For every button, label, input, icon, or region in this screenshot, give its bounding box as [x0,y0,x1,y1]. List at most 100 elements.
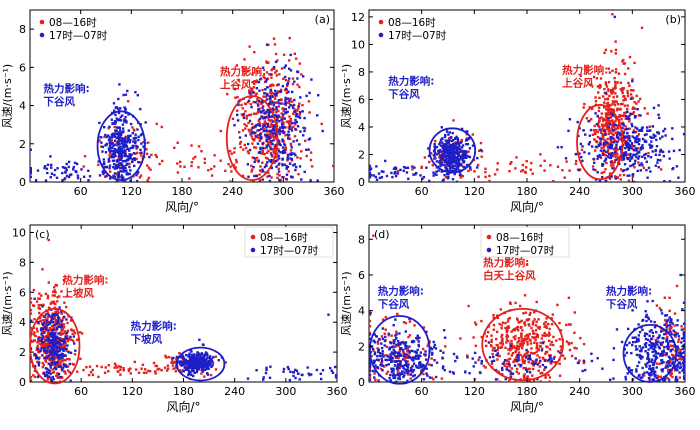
data-point-day [258,121,261,124]
data-point-day [531,323,535,326]
data-point-day [428,363,431,366]
data-point-day [605,121,608,125]
data-point-day [626,94,630,98]
data-point-day [623,72,627,76]
data-point-night [246,142,250,146]
data-point-night [662,154,666,158]
data-point-day [37,304,41,307]
y-axis-label: 风速/(m·s⁻¹) [1,64,14,128]
data-point-day [621,91,624,94]
data-point-night [376,366,379,369]
data-point-night [47,369,51,372]
data-point-night [643,133,647,137]
data-point-night [398,377,402,381]
data-point-day [109,155,112,159]
data-point-night [261,99,264,103]
data-point-night [247,99,251,102]
data-point-day [520,336,523,339]
data-point-day [250,170,253,173]
data-point-night [53,334,56,337]
data-point-night [44,325,47,329]
scatter-points [369,13,685,182]
data-point-night [682,334,685,337]
data-point-night [284,108,287,111]
data-point-day [525,166,528,169]
data-point-night [211,364,214,367]
data-point-night [43,165,47,168]
data-point-night [654,134,657,138]
data-point-day [474,344,477,347]
data-point-day [38,317,41,320]
data-point-day [244,146,248,150]
data-point-night [435,361,439,364]
data-point-night [260,127,263,131]
data-point-day [48,326,52,330]
data-point-day [440,377,444,380]
data-point-night [641,346,645,349]
data-point-night [120,163,124,166]
data-point-night [316,114,319,117]
data-point-night [281,84,285,88]
data-point-night [680,341,683,344]
data-point-night [261,178,264,181]
y-tick-label: 2 [19,346,26,359]
data-point-night [576,120,579,124]
data-point-day [637,133,641,136]
data-point-day [36,360,39,364]
data-point-night [217,359,220,362]
data-point-day [263,76,266,80]
data-point-day [607,113,610,117]
data-point-night [449,149,453,152]
data-point-night [206,353,209,357]
data-point-day [52,301,55,305]
data-point-day [248,90,251,94]
data-point-night [452,156,455,160]
data-point-night [608,156,611,159]
data-point-night [439,144,443,147]
data-point-day [127,369,131,372]
data-point-day [682,327,685,330]
data-point-day [536,347,540,350]
data-point-day [179,165,182,168]
data-point-night [388,358,391,361]
data-point-night [422,175,426,179]
data-point-day [289,97,292,100]
data-point-day [507,352,510,355]
data-point-night [207,367,210,371]
data-point-day [210,167,213,171]
data-point-night [612,128,615,132]
data-point-day [209,373,213,377]
data-point-night [459,141,463,144]
data-point-day [608,177,612,180]
data-point-night [136,128,139,131]
data-point-night [628,135,631,138]
data-point-day [539,153,542,156]
data-point-day [426,344,429,348]
data-point-night [448,164,451,167]
data-point-day [402,321,406,324]
data-point-day [501,333,504,337]
data-point-night [604,140,607,144]
data-point-night [380,342,383,345]
panel-a: 60 120 180 240 300 36002468风向/°风速/(m·s⁻¹)(a)0… [1,9,345,214]
data-point-night [207,359,211,363]
data-point-day [122,367,125,370]
data-point-day [627,81,630,85]
data-point-day [285,91,289,95]
data-point-night [671,322,674,325]
data-point-night [67,351,71,354]
data-point-day [117,365,121,368]
data-point-night [137,138,140,142]
data-point-day [53,317,56,320]
data-point-night [134,140,137,143]
data-point-day [250,135,253,138]
data-point-day [41,339,44,342]
data-point-day [582,106,585,109]
data-point-day [264,135,267,138]
data-point-day [203,161,206,164]
data-point-day [180,370,183,373]
data-point-day [602,146,606,149]
legend-marker [378,19,384,25]
data-point-day [671,353,674,356]
data-point-day [614,52,617,55]
